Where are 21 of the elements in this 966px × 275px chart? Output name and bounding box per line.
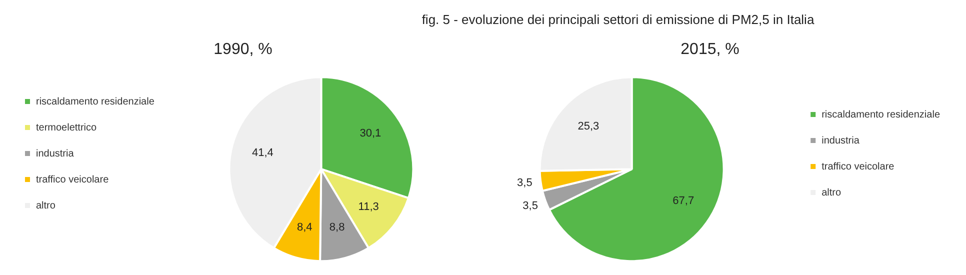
data-label: 41,4 [252, 146, 274, 159]
legend-label: industria [822, 135, 860, 146]
data-label: 30,1 [360, 128, 382, 140]
legend-label: riscaldamento residenziale [36, 96, 155, 108]
data-label: 3,5 [517, 177, 532, 190]
data-label: 25,3 [578, 120, 600, 133]
legend-label: altro [36, 200, 56, 212]
caption: fig. 5 - evoluzione dei principali settori di emissione di PM2,5 in Italia [420, 12, 816, 27]
data-label: 3,5 [522, 200, 538, 212]
legend-label: industria [36, 148, 74, 160]
legend-label: traffico veicolare [822, 161, 895, 172]
chart-title: 2015, % [680, 41, 740, 58]
data-label: 11,3 [358, 201, 379, 214]
data-label: 8,8 [329, 222, 345, 234]
chart-title: 1990, % [214, 41, 272, 58]
legend-label: altro [822, 187, 842, 198]
legend-label: riscaldamento residenziale [822, 109, 940, 120]
data-label: 67,7 [672, 195, 694, 208]
legend-label: termoelettrico [36, 122, 98, 134]
data-label: 8,4 [296, 222, 312, 234]
legend-label: traffico veicolare [36, 174, 110, 186]
